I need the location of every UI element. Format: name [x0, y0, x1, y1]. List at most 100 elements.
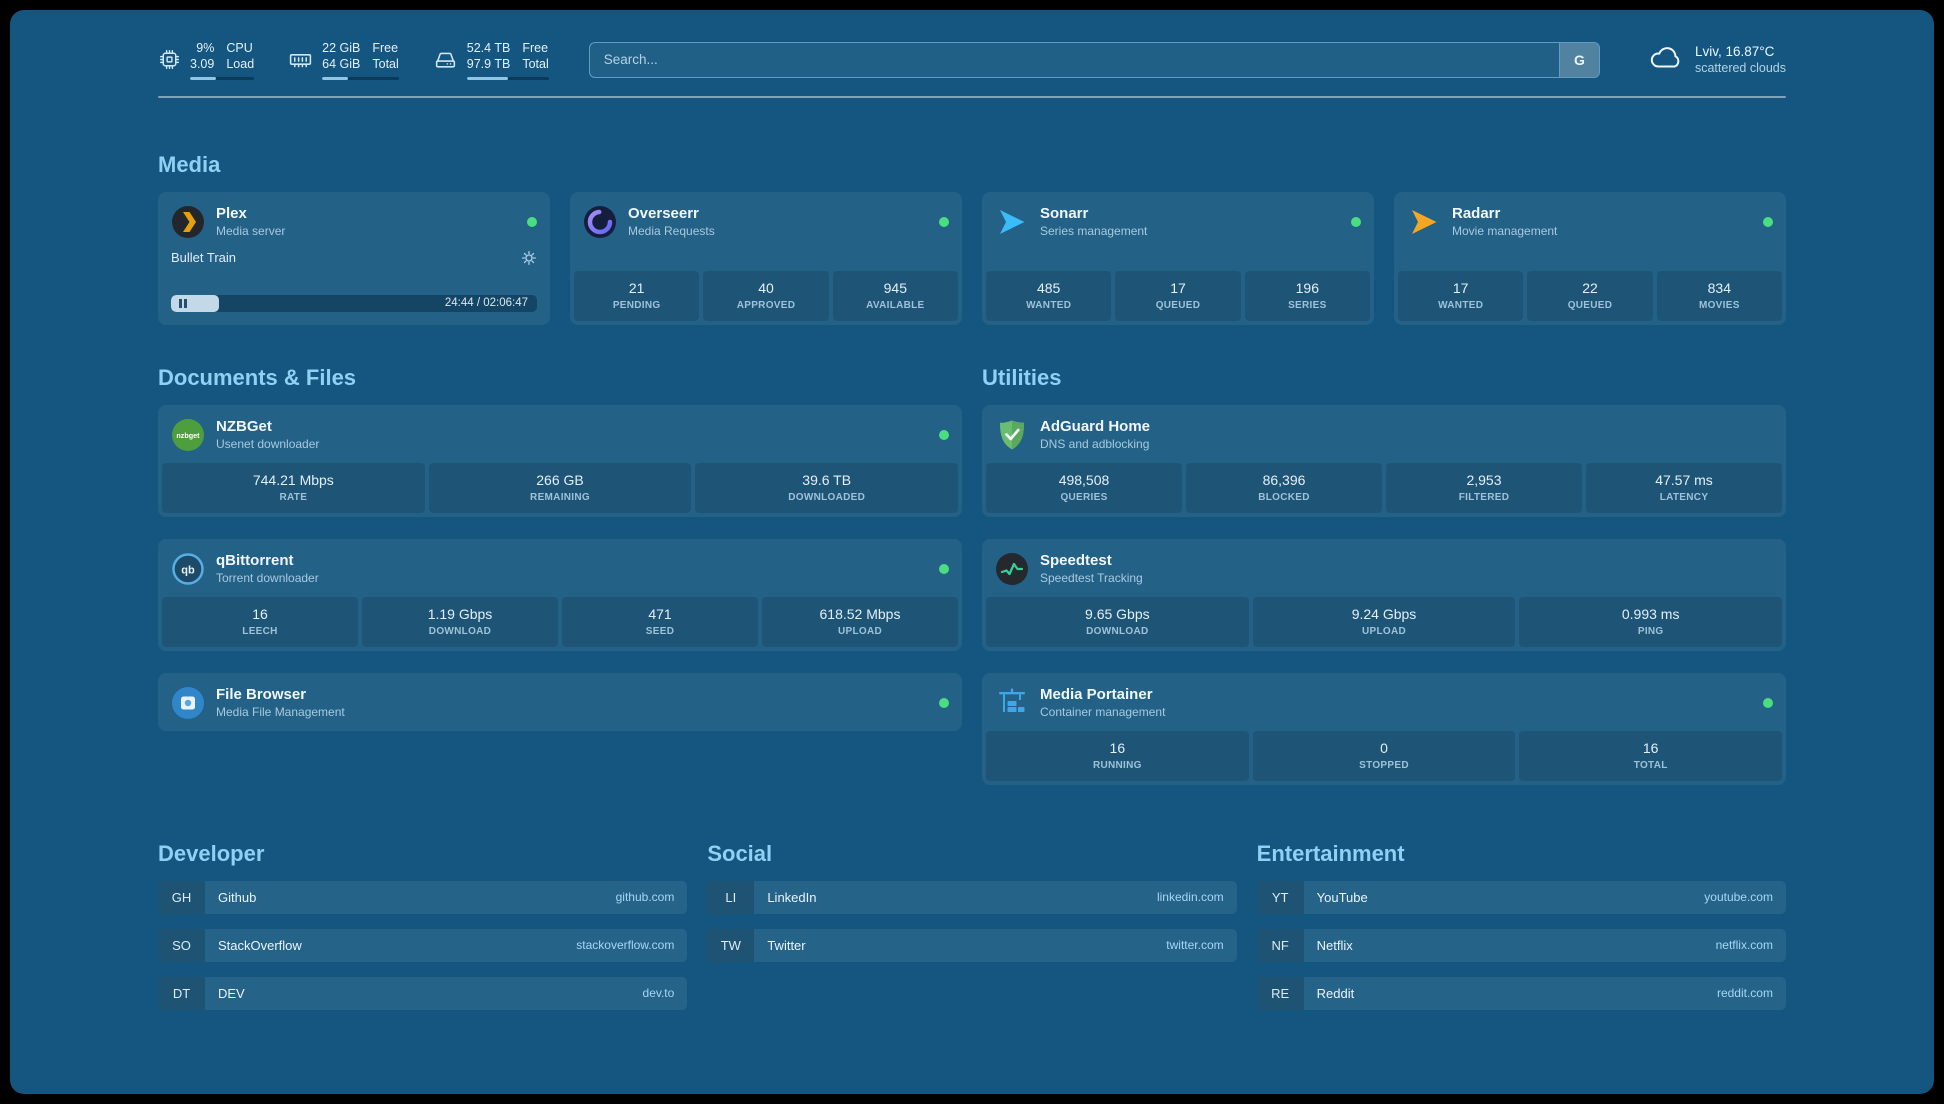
service-card-adguard[interactable]: AdGuard Home DNS and adblocking 498,508 …: [982, 404, 1786, 517]
weather-widget: Lviv, 16.87°C scattered clouds: [1648, 43, 1786, 77]
bookmark-youtube[interactable]: YT YouTube youtube.com: [1256, 880, 1786, 914]
search-provider-button[interactable]: G: [1558, 42, 1599, 77]
memory-widget: 22 GiB 64 GiB Free Total: [288, 40, 399, 80]
stat-value: 39.6 TB: [802, 471, 852, 488]
stat-label: APPROVED: [736, 299, 796, 311]
section-title-social: Social: [707, 840, 773, 866]
bookmark-domain: youtube.com: [1704, 890, 1773, 904]
weather-condition: scattered clouds: [1694, 61, 1786, 76]
disk-icon: [433, 47, 458, 72]
bookmark-abbr: SO: [158, 928, 205, 962]
stat-value: 485: [1036, 279, 1061, 296]
stat-tile: 945 AVAILABLE: [832, 270, 958, 321]
bookmark-stackoverflow[interactable]: SO StackOverflow stackoverflow.com: [158, 928, 688, 962]
bookmark-abbr: NF: [1256, 928, 1304, 962]
section-title-media: Media: [158, 151, 221, 177]
cpu-usage-label: CPU: [226, 41, 253, 55]
memory-icon: [288, 47, 313, 72]
service-card-radarr[interactable]: Radarr Movie management 17 WANTED 22 QUE…: [1394, 191, 1786, 325]
stat-value: 9.65 Gbps: [1085, 605, 1150, 622]
stat-value: 16: [1109, 739, 1126, 756]
stat-label: SEED: [645, 625, 675, 637]
stat-tile: 17 QUEUED: [1115, 270, 1241, 321]
bookmark-name: StackOverflow: [218, 937, 302, 953]
search-input[interactable]: [588, 41, 1600, 78]
service-card-nzbget[interactable]: nzbget NZBGet Usenet downloader 744.21 M…: [158, 404, 962, 517]
service-card-portainer[interactable]: Media Portainer Container management 16 …: [982, 672, 1786, 785]
bookmark-name: LinkedIn: [767, 889, 817, 905]
bookmark-abbr: LI: [707, 880, 755, 914]
service-subtitle: DNS and adblocking: [1040, 437, 1150, 451]
stat-tile: 16 RUNNING: [986, 730, 1249, 781]
pause-icon[interactable]: [179, 295, 187, 312]
svg-text:qb: qb: [181, 564, 195, 576]
bookmark-domain: twitter.com: [1166, 938, 1224, 952]
service-name: Overseerr: [628, 205, 699, 222]
bookmark-group-entertainment: Entertainment YT YouTube youtube.com NF …: [1256, 841, 1786, 1010]
stat-label: SERIES: [1288, 299, 1327, 311]
service-stats: 9.65 Gbps DOWNLOAD 9.24 Gbps UPLOAD 0.99…: [982, 596, 1786, 651]
overseerr-icon: [583, 205, 617, 239]
bookmark-reddit[interactable]: RE Reddit reddit.com: [1256, 976, 1786, 1010]
service-name: Radarr: [1452, 205, 1501, 222]
stat-value: 471: [648, 605, 672, 622]
filebrowser-icon: [171, 686, 205, 720]
bookmark-netflix[interactable]: NF Netflix netflix.com: [1256, 928, 1786, 962]
stat-value: 47.57 ms: [1655, 471, 1713, 488]
bookmark-name: YouTube: [1316, 889, 1368, 905]
nzbget-icon: nzbget: [171, 418, 205, 452]
bookmark-dev[interactable]: DT DEV dev.to: [158, 976, 688, 1010]
topbar: 9% 3.09 CPU Load: [158, 10, 1786, 80]
stat-value: 17: [1170, 279, 1186, 296]
service-stats: 21 PENDING 40 APPROVED 945 AVAILABLE: [570, 270, 962, 325]
stat-tile: 21 PENDING: [574, 270, 700, 321]
stat-tile: 39.6 TB DOWNLOADED: [695, 462, 959, 513]
stat-label: DOWNLOAD: [1086, 625, 1149, 637]
stat-label: BLOCKED: [1258, 491, 1310, 503]
status-dot: [939, 563, 949, 574]
status-dot: [939, 216, 949, 227]
stat-tile: 2,953 FILTERED: [1386, 462, 1582, 513]
service-stats: 498,508 QUERIES 86,396 BLOCKED 2,953 FIL…: [982, 462, 1786, 517]
stat-label: FILTERED: [1458, 491, 1510, 503]
stat-label: QUEUED: [1567, 299, 1613, 311]
service-subtitle: Torrent downloader: [216, 571, 319, 585]
stat-label: PING: [1637, 625, 1664, 637]
stat-label: AVAILABLE: [866, 299, 925, 311]
cpu-load-label: Load: [226, 57, 255, 72]
service-card-speedtest[interactable]: Speedtest Speedtest Tracking 9.65 Gbps D…: [982, 538, 1786, 651]
resource-widgets: 9% 3.09 CPU Load: [158, 40, 549, 80]
bookmark-twitter[interactable]: TW Twitter twitter.com: [707, 928, 1237, 962]
stat-value: 945: [883, 279, 907, 296]
utilities-column: Utilities AdGuard Home: [982, 365, 1786, 785]
bookmark-linkedin[interactable]: LI LinkedIn linkedin.com: [707, 880, 1237, 914]
service-card-overseerr[interactable]: Overseerr Media Requests 21 PENDING 40 A…: [570, 191, 962, 325]
memory-free-label: Free: [372, 41, 399, 55]
bookmark-domain: dev.to: [642, 986, 675, 1000]
bookmark-github[interactable]: GH Github github.com: [158, 880, 688, 914]
playback-time: 24:44 / 02:06:47: [444, 296, 528, 309]
bookmark-name: Github: [218, 889, 257, 905]
gear-icon[interactable]: [521, 250, 537, 266]
service-card-sonarr[interactable]: Sonarr Series management 485 WANTED 17 Q…: [982, 191, 1374, 325]
service-subtitle: Media File Management: [216, 705, 345, 719]
cpu-icon: [158, 48, 181, 71]
disk-free-label: Free: [522, 41, 549, 55]
stat-label: MOVIES: [1698, 299, 1740, 311]
bookmark-domain: stackoverflow.com: [576, 938, 675, 952]
service-card-filebrowser[interactable]: File Browser Media File Management: [158, 672, 962, 731]
bookmark-domain: netflix.com: [1715, 938, 1773, 952]
disk-usage-bar: [466, 76, 549, 80]
stat-tile: 834 MOVIES: [1656, 270, 1782, 321]
service-card-qbittorrent[interactable]: qb qBittorrent Torrent downloader 16 LEE…: [158, 538, 962, 651]
stat-value: 266 GB: [536, 471, 584, 488]
stat-value: 196: [1295, 279, 1319, 296]
stat-tile: 618.52 Mbps UPLOAD: [762, 596, 958, 647]
memory-total-value: 64 GiB: [322, 57, 361, 72]
service-card-plex[interactable]: Plex Media server Bullet Train: [158, 191, 550, 325]
bookmark-name: Reddit: [1316, 985, 1355, 1001]
service-subtitle: Speedtest Tracking: [1040, 571, 1143, 585]
now-playing-title: Bullet Train: [171, 250, 237, 265]
media-cards: Plex Media server Bullet Train: [158, 191, 1786, 325]
